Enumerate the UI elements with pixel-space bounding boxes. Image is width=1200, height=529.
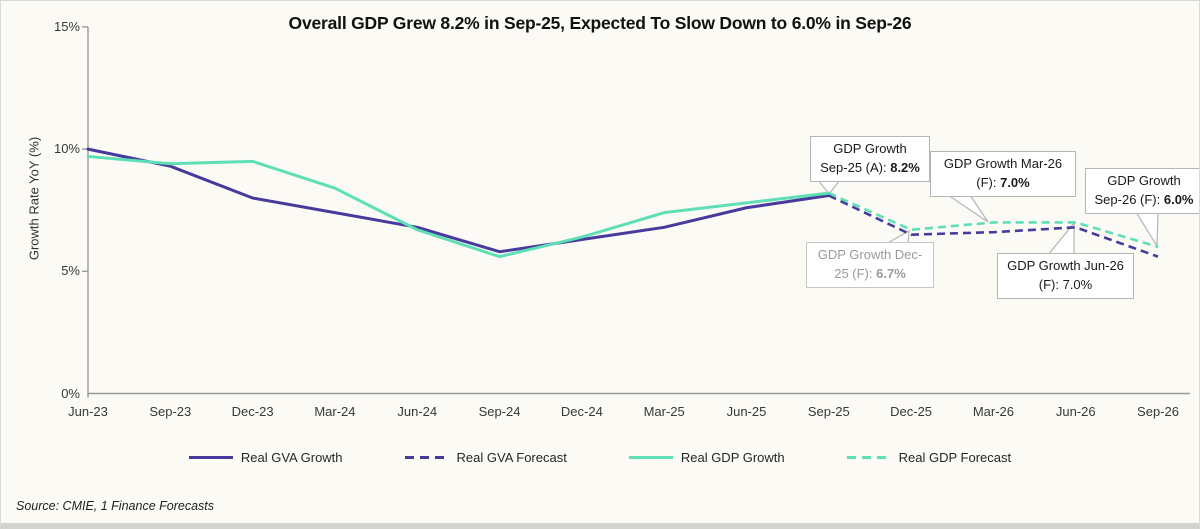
x-tick-label: Sep-25 — [807, 404, 850, 419]
series-line-real-gdp-forecast — [828, 191, 1159, 249]
annotation-callout-pointer — [946, 194, 989, 223]
annotation-line2-prefix: Sep-26 (F): — [1094, 191, 1164, 207]
y-tick-label: 5% — [61, 263, 80, 279]
annotation-line2-prefix: (F): — [1038, 276, 1063, 292]
x-tick-label: Mar-25 — [643, 404, 685, 419]
annotation-line2-prefix: Sep-25 (A): — [820, 159, 891, 175]
annotation-value: 6.7% — [876, 265, 906, 281]
x-tick-label: Mar-24 — [314, 404, 356, 419]
x-tick-label: Dec-25 — [890, 404, 933, 419]
y-tick-label: 0% — [61, 385, 80, 401]
y-axis-title: Growth Rate YoY (%) — [26, 136, 42, 261]
legend-item-real-gdp-growth: Real GDP Growth — [628, 449, 785, 465]
chart-title: Overall GDP Grew 8.2% in Sep-25, Expecte… — [288, 13, 912, 33]
legend-label: Real GDP Growth — [680, 449, 785, 465]
annotation-line1: GDP Growth — [1107, 173, 1181, 188]
x-tick-label: Jun-26 — [1055, 404, 1096, 419]
legend-dashed-line-swatch — [846, 455, 891, 459]
annotation-dec25-forecast: GDP Growth Dec- 25 (F): 6.7% — [806, 242, 934, 288]
annotation-line1: GDP Growth Jun-26 — [1007, 258, 1124, 273]
series-line-real-gva-growth — [86, 147, 831, 254]
x-tick-label: Sep-24 — [478, 404, 521, 419]
x-tick-label: Sep-26 — [1137, 404, 1179, 419]
annotation-value: 7.0% — [1062, 276, 1093, 292]
annotation-sep25-actual: GDP Growth Sep-25 (A): 8.2% — [810, 136, 930, 182]
series-line-real-gva-forecast — [828, 194, 1159, 258]
x-tick-label: Dec-23 — [231, 404, 274, 419]
x-tick-label: Sep-23 — [149, 404, 192, 419]
legend: Real GVA Growth Real GVA Forecast Real GDP… — [0, 447, 1200, 467]
annotation-line1: GDP Growth — [833, 141, 907, 156]
legend-item-real-gdp-forecast: Real GDP Forecast — [846, 449, 1012, 465]
y-tick-label: 10% — [53, 141, 80, 157]
annotation-value: 8.2% — [890, 159, 920, 175]
x-tick-label: Jun-25 — [726, 404, 767, 419]
x-tick-label: Jun-24 — [397, 404, 438, 419]
annotation-line1: GDP Growth Mar-26 — [943, 156, 1063, 171]
annotation-line2-prefix: 25 (F): — [834, 265, 877, 281]
annotation-line2-prefix: (F): — [976, 174, 1001, 190]
annotation-mar26-forecast: GDP Growth Mar-26 (F): 7.0% — [930, 151, 1076, 197]
annotation-callout-pointer — [1134, 211, 1159, 249]
legend-label: Real GVA Growth — [240, 449, 343, 465]
legend-item-real-gva-growth: Real GVA Growth — [188, 449, 343, 465]
legend-dashed-line-swatch — [404, 455, 449, 459]
legend-label: Real GVA Forecast — [456, 449, 567, 465]
source-note: Source: CMIE, 1 Finance Forecasts — [16, 499, 214, 513]
annotation-value: 6.0% — [1163, 191, 1194, 207]
series-line-real-gdp-growth — [86, 154, 831, 259]
x-tick-label: Mar-26 — [972, 404, 1014, 419]
legend-label: Real GDP Forecast — [898, 449, 1012, 465]
x-tick-label: Jun-23 — [68, 404, 108, 419]
annotation-jun26-forecast: GDP Growth Jun-26 (F): 7.0% — [997, 253, 1134, 299]
legend-solid-line-swatch — [628, 455, 673, 459]
legend-item-real-gva-forecast: Real GVA Forecast — [404, 449, 567, 465]
legend-solid-line-swatch — [188, 455, 233, 459]
y-tick-label: 15% — [53, 18, 80, 34]
annotation-line1: GDP Growth Dec- — [817, 247, 923, 262]
annotation-sep26-forecast: GDP Growth Sep-26 (F): 6.0% — [1085, 168, 1200, 214]
x-tick-label: Dec-24 — [560, 404, 603, 419]
annotation-value: 7.0% — [1000, 174, 1030, 190]
